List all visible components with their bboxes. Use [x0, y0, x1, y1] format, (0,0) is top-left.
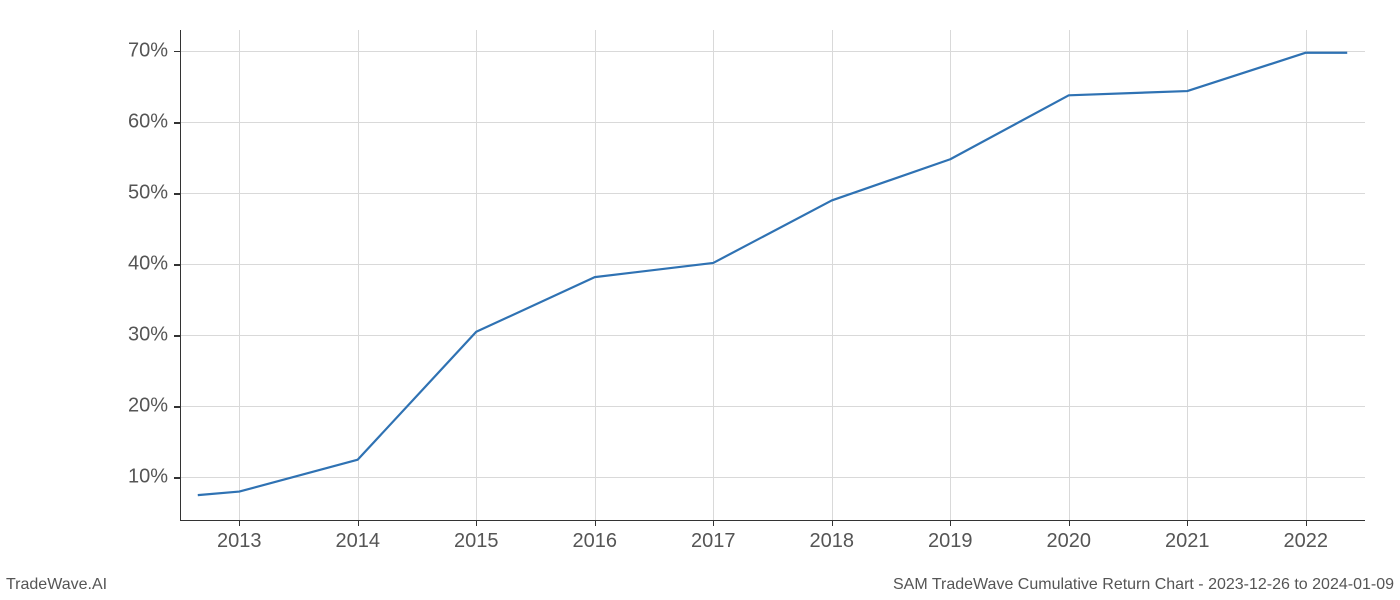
x-tick	[1187, 520, 1188, 526]
x-tick	[476, 520, 477, 526]
x-tick	[713, 520, 714, 526]
x-tick-label: 2019	[928, 530, 973, 553]
y-axis-spine	[180, 30, 181, 520]
series-cumulative-return	[198, 53, 1347, 495]
x-tick	[358, 520, 359, 526]
plot-area	[180, 30, 1365, 520]
y-tick	[174, 51, 180, 52]
y-tick	[174, 477, 180, 478]
chart-container: 10% 20% 30% 40% 50% 60% 70% 2013 2014 2015 2016 20…	[0, 0, 1400, 600]
x-tick-label: 2018	[810, 530, 855, 553]
x-tick-label: 2013	[217, 530, 262, 553]
y-tick	[174, 193, 180, 194]
x-tick-label: 2021	[1165, 530, 1210, 553]
y-tick-label: 70%	[128, 40, 168, 63]
x-tick-label: 2016	[573, 530, 618, 553]
y-tick	[174, 122, 180, 123]
x-tick-label: 2020	[1047, 530, 1092, 553]
y-tick	[174, 406, 180, 407]
x-tick-label: 2014	[336, 530, 381, 553]
x-tick	[832, 520, 833, 526]
x-tick	[595, 520, 596, 526]
x-tick	[950, 520, 951, 526]
y-tick-label: 40%	[128, 253, 168, 276]
y-tick-label: 10%	[128, 466, 168, 489]
x-tick-label: 2015	[454, 530, 499, 553]
x-tick-label: 2022	[1284, 530, 1329, 553]
y-tick	[174, 335, 180, 336]
footer-right-label: SAM TradeWave Cumulative Return Chart - …	[893, 576, 1394, 594]
x-tick	[239, 520, 240, 526]
line-series	[180, 30, 1365, 520]
y-tick	[174, 264, 180, 265]
y-tick-label: 30%	[128, 324, 168, 347]
y-tick-label: 60%	[128, 111, 168, 134]
x-tick	[1069, 520, 1070, 526]
y-tick-label: 20%	[128, 395, 168, 418]
x-tick-label: 2017	[691, 530, 736, 553]
footer-left-label: TradeWave.AI	[6, 576, 107, 594]
x-tick	[1306, 520, 1307, 526]
y-tick-label: 50%	[128, 182, 168, 205]
